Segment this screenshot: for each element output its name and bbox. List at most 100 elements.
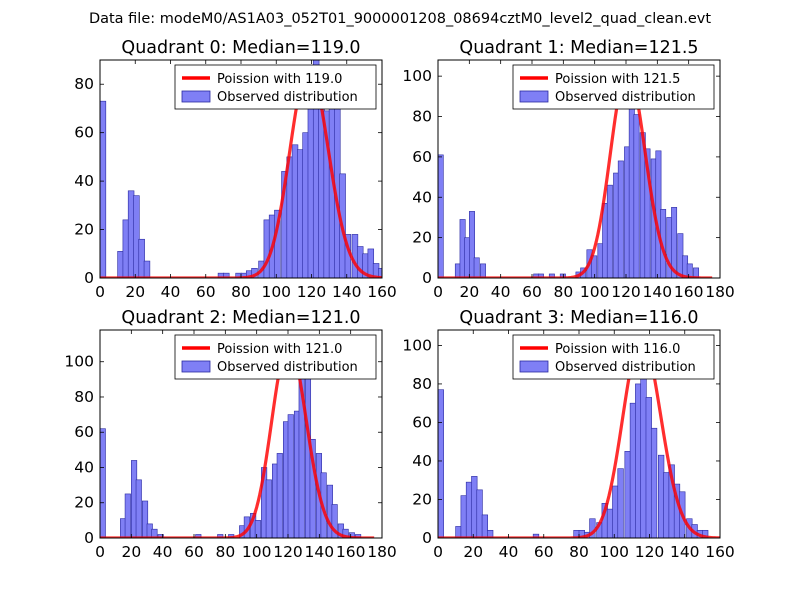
histogram-bar <box>629 402 637 538</box>
x-tick-label: 120 <box>611 283 641 301</box>
histogram-bar <box>342 528 349 538</box>
x-tick-label: 100 <box>580 283 610 301</box>
x-tick-label: 100 <box>242 543 272 561</box>
y-tick-label: 60 <box>412 148 432 166</box>
histogram-bar <box>276 453 283 538</box>
y-tick-label: 80 <box>412 108 432 126</box>
histogram-bar <box>100 428 106 538</box>
histogram-bar <box>331 504 338 538</box>
histogram-bar <box>297 149 304 278</box>
figure-title: Data file: modeM0/AS1A03_052T01_90000012… <box>89 11 711 27</box>
y-tick-label: 80 <box>74 388 94 406</box>
x-tick-label: 20 <box>463 543 483 561</box>
chart-title: Quadrant 3: Median=116.0 <box>459 308 698 328</box>
histogram-bar <box>438 154 444 278</box>
histogram-bar <box>645 397 652 538</box>
histogram-bar <box>263 219 271 278</box>
legend-bar-label: Observed distribution <box>217 90 358 105</box>
histogram-bar <box>151 528 158 538</box>
histogram-bar <box>658 454 665 538</box>
y-tick-label: 0 <box>84 269 94 287</box>
histogram-bar <box>135 479 142 538</box>
histogram-bar <box>693 267 699 278</box>
histogram-bar <box>473 257 480 278</box>
x-tick-label: 180 <box>705 283 735 301</box>
histogram-bar <box>287 414 294 538</box>
x-tick-label: 40 <box>161 283 181 301</box>
histogram-bar <box>133 195 140 278</box>
histogram-bar <box>100 100 107 278</box>
y-tick-label: 80 <box>412 375 432 393</box>
x-tick-label: 60 <box>196 283 216 301</box>
x-tick-label: 160 <box>367 283 397 301</box>
histogram-bar <box>142 500 149 538</box>
y-tick-label: 20 <box>412 490 432 508</box>
legend-bar-label: Observed distribution <box>217 360 358 375</box>
legend: Poission with 119.0 Observed distribution <box>174 64 377 110</box>
y-tick-label: 40 <box>74 458 94 476</box>
quadrant-panels: Quadrant 0: Median=119.00 20 40 60 80 100 120 1… <box>64 38 734 561</box>
chart-quadrant-1: Quadrant 1: Median=121.5 0 20 40 60 80 100 120 1… <box>402 38 734 301</box>
histogram-bar <box>460 495 467 538</box>
axes-frame <box>99 329 383 539</box>
histogram-bar <box>702 529 709 538</box>
histogram-bar <box>302 132 309 278</box>
bars <box>438 87 699 278</box>
poisson-curve <box>438 68 713 278</box>
y-tick-label: 0 <box>84 529 94 547</box>
x-tick-label: 80 <box>569 543 589 561</box>
histogram-bar <box>122 219 130 278</box>
chart-title: Quadrant 2: Median=121.0 <box>121 308 360 328</box>
chart-quadrant-2: Quadrant 2: Median=121.00 20 40 60 80 100 120 1… <box>64 308 396 561</box>
x-tick-label: 120 <box>635 543 665 561</box>
x-tick-label: 100 <box>599 543 629 561</box>
histogram-bar <box>143 260 151 278</box>
histogram-bar <box>671 207 678 278</box>
histogram-bar <box>455 526 462 538</box>
legend-bar-swatch <box>181 90 211 103</box>
legend-line-label: Poission with 116.0 <box>555 342 680 357</box>
histogram-bar <box>617 160 624 278</box>
y-tick-label: 60 <box>74 124 94 142</box>
y-tick-label: 40 <box>412 188 432 206</box>
x-tick-label: 0 <box>95 283 105 301</box>
y-tick-label: 40 <box>74 172 94 190</box>
legend-line-label: Poission with 119.0 <box>217 72 342 87</box>
histogram-bar <box>606 508 614 538</box>
histogram-bar <box>624 451 631 538</box>
histogram-bar <box>633 114 640 278</box>
y-tick-label: 60 <box>74 423 94 441</box>
histogram-bar <box>471 476 478 538</box>
x-tick-label: 40 <box>153 543 173 561</box>
histogram-bar <box>612 485 619 538</box>
x-tick-label: 0 <box>95 543 105 561</box>
x-tick-label: 40 <box>491 283 511 301</box>
histogram-bar <box>469 211 475 278</box>
x-tick-label: 80 <box>215 543 235 561</box>
y-tick-label: 60 <box>412 413 432 431</box>
x-tick-label: 20 <box>121 543 141 561</box>
histogram-bar <box>291 144 299 278</box>
chart-quadrant-0: Quadrant 0: Median=119.0 0 20 40 60 80 100 120 1… <box>74 38 397 301</box>
y-tick-label: 100 <box>402 336 432 354</box>
bars <box>100 343 362 538</box>
x-tick-label: 80 <box>553 283 573 301</box>
chart-title: Quadrant 1: Median=121.5 <box>459 38 698 58</box>
x-tick-label: 20 <box>459 283 479 301</box>
legend-bar-swatch <box>181 360 211 373</box>
chart-quadrant-3: Quadrant 3: Median=116.0 0 20 40 60 80 100 120 1… <box>402 308 734 561</box>
histogram-bar <box>254 520 261 538</box>
legend-bar-label: Observed distribution <box>555 90 696 105</box>
x-tick-label: 160 <box>336 543 366 561</box>
x-tick-label: 140 <box>670 543 700 561</box>
x-tick-label: 0 <box>433 543 443 561</box>
y-tick-label: 0 <box>422 269 432 287</box>
histogram-bar <box>307 108 315 278</box>
y-tick-label: 20 <box>74 221 94 239</box>
legend-line-label: Poission with 121.0 <box>217 342 342 357</box>
histogram-bar <box>476 489 483 538</box>
x-tick-label: 180 <box>367 543 397 561</box>
histogram-bar <box>606 184 613 278</box>
x-tick-label: 160 <box>674 283 704 301</box>
